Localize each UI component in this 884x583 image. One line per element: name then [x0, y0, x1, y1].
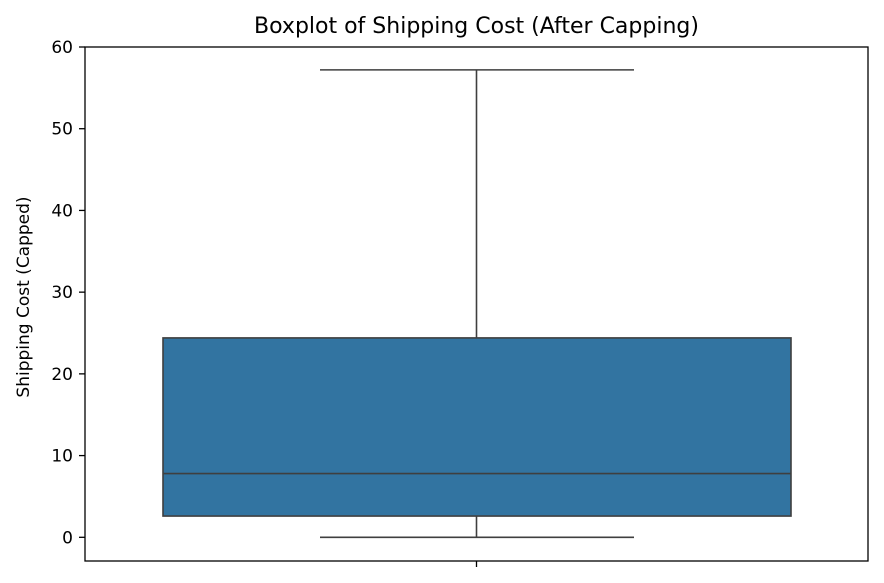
y-tick-label: 0: [62, 528, 73, 548]
y-tick-label: 50: [51, 120, 73, 140]
y-axis-label: Shipping Cost (Capped): [14, 196, 34, 397]
y-tick-label: 10: [51, 447, 73, 467]
y-tick-label: 30: [51, 283, 73, 303]
y-tick-label: 40: [51, 201, 73, 221]
y-tick-label: 20: [51, 365, 73, 385]
y-axis-ticks: 0 10 20 30 40 50 60: [51, 38, 85, 548]
iqr-box: [162, 337, 792, 517]
box-group: [162, 69, 792, 539]
y-tick-label: 60: [51, 38, 73, 58]
chart-title: Boxplot of Shipping Cost (After Capping): [254, 14, 699, 39]
